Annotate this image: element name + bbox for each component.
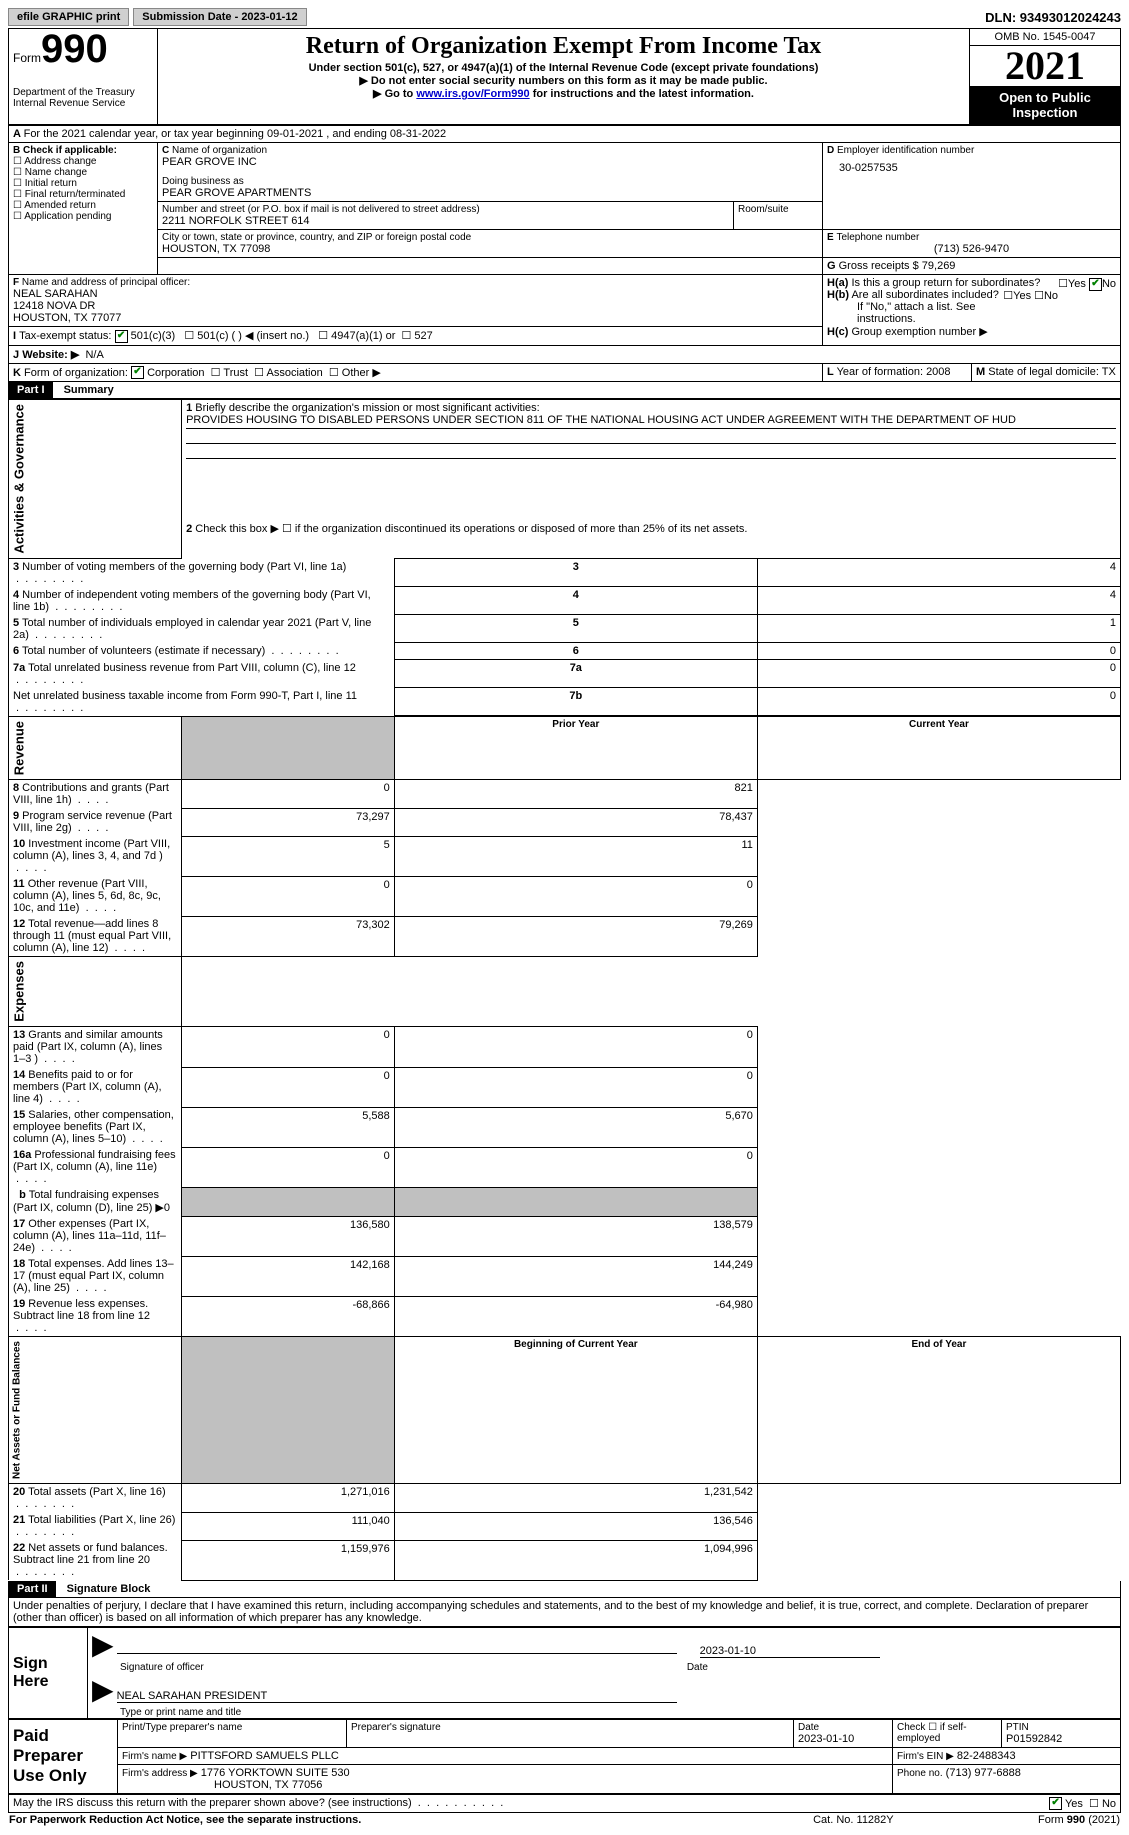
line-9-prior: 73,297 xyxy=(182,808,395,836)
telephone: (713) 526-9470 xyxy=(827,243,1116,255)
submission-date: Submission Date - 2023-01-12 xyxy=(133,8,306,26)
line-8-current: 821 xyxy=(394,780,757,809)
sidebar-net: Net Assets or Fund Balances xyxy=(9,1337,182,1484)
sidebar-expenses: Expenses xyxy=(9,957,182,1027)
part2-title: Signature Block xyxy=(59,1583,151,1595)
line-a: For the 2021 calendar year, or tax year … xyxy=(24,128,447,140)
line-b-current xyxy=(394,1187,757,1216)
org-name: PEAR GROVE INC xyxy=(162,156,818,168)
corp-checkbox[interactable] xyxy=(131,366,144,379)
mission-text: PROVIDES HOUSING TO DISABLED PERSONS UND… xyxy=(186,414,1116,429)
gross-receipts: 79,269 xyxy=(922,260,956,272)
state-domicile: TX xyxy=(1102,366,1116,378)
line-22-begin: 1,159,976 xyxy=(182,1540,395,1580)
line-20-begin: 1,271,016 xyxy=(182,1484,395,1513)
officer-name-title: NEAL SARAHAN PRESIDENT xyxy=(117,1690,677,1703)
line-12-prior: 73,302 xyxy=(182,916,395,957)
firm-ein: 82-2488343 xyxy=(957,1750,1016,1762)
dba: PEAR GROVE APARTMENTS xyxy=(162,187,818,199)
street-address: 2211 NORFOLK STREET 614 xyxy=(162,215,729,227)
line-9-current: 78,437 xyxy=(394,808,757,836)
signature-table: Sign Here ▶ 2023-01-10 Signature of offi… xyxy=(8,1627,1121,1719)
firm-phone: (713) 977-6888 xyxy=(946,1767,1021,1779)
line-14-current: 0 xyxy=(394,1067,757,1107)
declaration: Under penalties of perjury, I declare th… xyxy=(8,1598,1121,1627)
line-15-current: 5,670 xyxy=(394,1107,757,1147)
part1-title: Summary xyxy=(56,384,114,396)
form-title: Return of Organization Exempt From Incom… xyxy=(162,33,965,60)
line-10-current: 11 xyxy=(394,836,757,876)
top-bar: efile GRAPHIC print Submission Date - 20… xyxy=(8,8,1121,26)
tax-year: 2021 xyxy=(970,46,1120,86)
year-formation: 2008 xyxy=(926,366,950,378)
line-16a-prior: 0 xyxy=(182,1147,395,1187)
line-12-current: 79,269 xyxy=(394,916,757,957)
city-state-zip: HOUSTON, TX 77098 xyxy=(162,243,818,255)
line-5-value: 1 xyxy=(757,615,1120,643)
line-15-prior: 5,588 xyxy=(182,1107,395,1147)
line-18-current: 144,249 xyxy=(394,1256,757,1296)
ein: 30-0257535 xyxy=(839,162,1116,174)
irs-link[interactable]: www.irs.gov/Form990 xyxy=(416,88,529,100)
line-13-prior: 0 xyxy=(182,1027,395,1068)
form-number: Form990 xyxy=(13,31,153,67)
discuss-row: May the IRS discuss this return with the… xyxy=(8,1794,1121,1814)
line-7b-value: 0 xyxy=(757,688,1120,716)
preparer-table: Paid Preparer Use Only Print/Type prepar… xyxy=(8,1719,1121,1794)
firm-addr2: HOUSTON, TX 77056 xyxy=(214,1779,322,1791)
sidebar-activities: Activities & Governance xyxy=(9,400,182,559)
line-18-prior: 142,168 xyxy=(182,1256,395,1296)
line-11-prior: 0 xyxy=(182,876,395,916)
firm-name: PITTSFORD SAMUELS PLLC xyxy=(190,1750,339,1762)
footer: For Paperwork Reduction Act Notice, see … xyxy=(8,1813,1121,1827)
form-subtitle-2: ▶ Do not enter social security numbers o… xyxy=(162,74,965,87)
firm-addr1: 1776 YORKTOWN SUITE 530 xyxy=(201,1767,350,1779)
dln: DLN: 93493012024243 xyxy=(985,10,1121,25)
line-22-end: 1,094,996 xyxy=(394,1540,757,1580)
dept-treasury: Department of the Treasury Internal Reve… xyxy=(13,87,153,109)
line-11-current: 0 xyxy=(394,876,757,916)
line-21-end: 136,546 xyxy=(394,1512,757,1540)
identity-table: A For the 2021 calendar year, or tax yea… xyxy=(8,125,1121,382)
line-20-end: 1,231,542 xyxy=(394,1484,757,1513)
line-4-value: 4 xyxy=(757,587,1120,615)
line-19-current: -64,980 xyxy=(394,1296,757,1337)
line-8-prior: 0 xyxy=(182,780,395,809)
line-17-prior: 136,580 xyxy=(182,1216,395,1256)
form-subtitle-1: Under section 501(c), 527, or 4947(a)(1)… xyxy=(162,62,965,74)
website: N/A xyxy=(85,349,103,361)
part1-header: Part I xyxy=(9,382,53,398)
line-10-prior: 5 xyxy=(182,836,395,876)
part2-header: Part II xyxy=(9,1581,56,1597)
line-19-prior: -68,866 xyxy=(182,1296,395,1337)
sidebar-revenue: Revenue xyxy=(9,717,182,780)
officer-addr2: HOUSTON, TX 77077 xyxy=(13,312,818,324)
line-6-value: 0 xyxy=(757,643,1120,660)
line-21-begin: 111,040 xyxy=(182,1512,395,1540)
open-inspection: Open to Public Inspection xyxy=(970,86,1120,124)
line-16a-current: 0 xyxy=(394,1147,757,1187)
efile-print-label: efile GRAPHIC print xyxy=(8,8,129,26)
paid-preparer-label: Paid Preparer Use Only xyxy=(9,1719,118,1793)
line-b-prior xyxy=(182,1187,395,1216)
line-3-value: 4 xyxy=(757,558,1120,587)
line-7a-value: 0 xyxy=(757,660,1120,688)
sign-here-label: Sign Here xyxy=(9,1627,88,1718)
line-17-current: 138,579 xyxy=(394,1216,757,1256)
form-header-table: Form990 Department of the Treasury Inter… xyxy=(8,28,1121,125)
officer-name: NEAL SARAHAN xyxy=(13,288,818,300)
summary-table: Activities & Governance 1 Briefly descri… xyxy=(8,399,1121,1580)
goto-line: ▶ Go to www.irs.gov/Form990 for instruct… xyxy=(162,87,965,100)
line-14-prior: 0 xyxy=(182,1067,395,1107)
discuss-yes-checkbox[interactable] xyxy=(1049,1797,1062,1810)
501c3-checkbox[interactable] xyxy=(115,330,128,343)
sig-date: 2023-01-10 xyxy=(700,1645,880,1658)
line-13-current: 0 xyxy=(394,1027,757,1068)
officer-addr1: 12418 NOVA DR xyxy=(13,300,818,312)
ptin: P01592842 xyxy=(1006,1733,1116,1745)
